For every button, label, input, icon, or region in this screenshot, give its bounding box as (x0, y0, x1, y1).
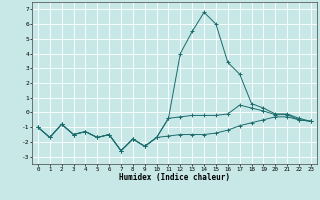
X-axis label: Humidex (Indice chaleur): Humidex (Indice chaleur) (119, 173, 230, 182)
